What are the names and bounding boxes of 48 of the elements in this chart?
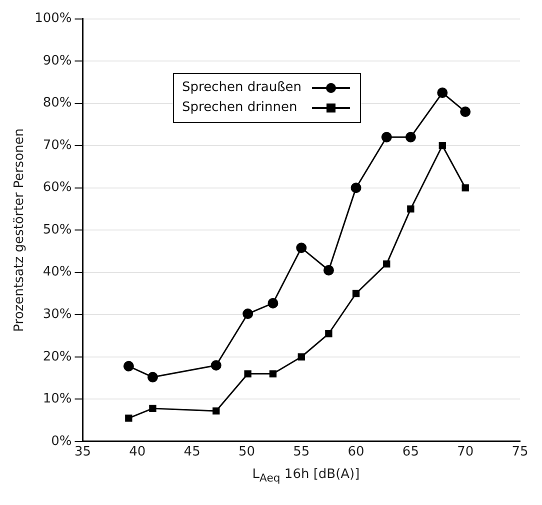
point xyxy=(460,106,471,118)
point xyxy=(437,88,448,98)
x-tick-label: 50 xyxy=(238,444,255,460)
y-tick-label: 50% xyxy=(42,222,72,238)
point xyxy=(381,132,392,142)
y-tick-label: 0% xyxy=(51,434,72,449)
point xyxy=(210,360,222,371)
point xyxy=(405,132,416,142)
point xyxy=(123,360,134,372)
x-tick-label: 60 xyxy=(348,444,364,460)
point xyxy=(438,142,446,150)
point xyxy=(244,370,252,378)
point xyxy=(125,414,132,422)
y-axis-title: Prozentsatz gestörter Personen xyxy=(12,128,28,332)
x-tick-label: 70 xyxy=(457,444,474,460)
point xyxy=(352,290,360,298)
y-tick-label: 90% xyxy=(42,53,72,68)
y-tick-label: 30% xyxy=(42,306,72,322)
y-tick-label: 40% xyxy=(42,264,72,280)
point xyxy=(407,205,414,213)
legend-label: Sprechen drinnen xyxy=(182,99,298,117)
legend-label: Sprechen draußen xyxy=(182,79,302,97)
x-tick-label: 65 xyxy=(402,444,419,460)
point xyxy=(242,308,254,320)
point xyxy=(383,260,390,268)
y-tick-label: 80% xyxy=(42,96,72,111)
point xyxy=(149,404,156,412)
point xyxy=(147,372,158,382)
x-tick-label: 45 xyxy=(184,444,200,460)
point xyxy=(298,353,305,360)
point xyxy=(269,370,277,378)
y-tick-label: 60% xyxy=(42,180,72,196)
y-tick-label: 20% xyxy=(42,349,72,364)
point xyxy=(212,407,220,415)
y-tick-label: 70% xyxy=(42,138,72,153)
point xyxy=(350,182,362,194)
x-tick-label: 35 xyxy=(74,444,92,460)
x-axis-title: L$_{Aeq}$ 16h [dB(A)] xyxy=(251,467,361,485)
y-tick-label: 10% xyxy=(42,392,72,407)
point xyxy=(325,330,332,338)
x-tick-label: 55 xyxy=(293,444,310,460)
point xyxy=(462,184,469,192)
x-tick-label: 75 xyxy=(512,444,528,460)
point xyxy=(268,298,278,308)
y-tick-label: 100% xyxy=(34,11,72,26)
x-tick-label: 40 xyxy=(129,444,146,460)
point xyxy=(323,264,334,276)
point xyxy=(296,242,307,254)
